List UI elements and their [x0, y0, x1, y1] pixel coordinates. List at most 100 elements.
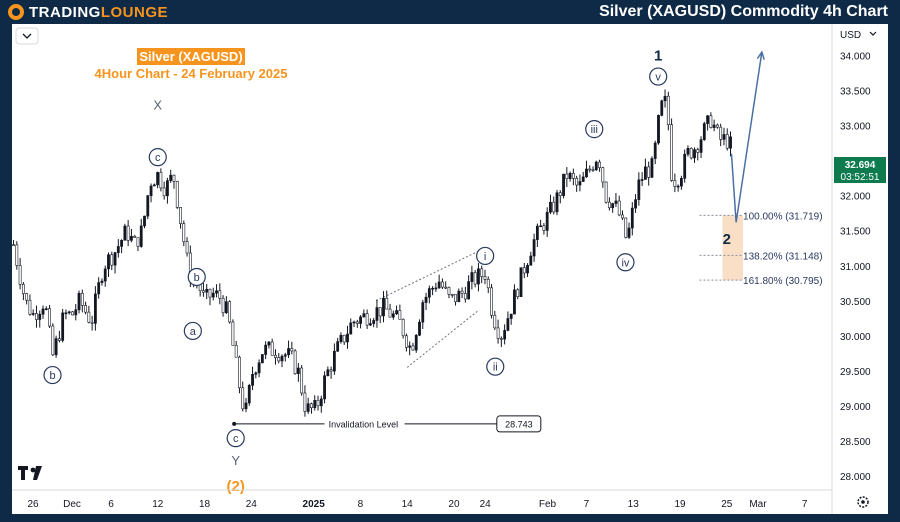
candle-body [257, 362, 261, 374]
projection-arrowhead [756, 50, 765, 60]
candle-body [342, 334, 346, 343]
candle-body [666, 95, 670, 125]
candle-body [15, 244, 19, 266]
candle-body [110, 254, 114, 266]
candle [25, 292, 29, 305]
candle-body [493, 314, 497, 329]
candle [41, 305, 45, 319]
settings-gear-icon[interactable] [857, 496, 869, 508]
candle [264, 341, 268, 360]
candle-body [234, 345, 238, 358]
candle-body [450, 294, 454, 296]
candle-body [503, 330, 507, 340]
x-tick-label: 14 [402, 499, 414, 510]
candle-body [598, 161, 601, 169]
candle [709, 112, 713, 129]
candle-body [152, 184, 156, 187]
candle [169, 169, 173, 183]
candle [539, 219, 543, 228]
candle-body [441, 281, 444, 288]
candle [342, 334, 346, 345]
candle-body [313, 400, 317, 409]
candle [614, 192, 618, 207]
candle-body [607, 201, 611, 209]
price-axis-panel[interactable] [832, 24, 888, 514]
candle [90, 315, 94, 331]
candle-body [18, 265, 22, 285]
candle [470, 265, 474, 290]
candle [460, 287, 464, 299]
candle-body [48, 308, 51, 327]
candle-body [614, 200, 618, 204]
candle [208, 288, 212, 306]
x-tick-label: 19 [674, 499, 686, 510]
candle-body [706, 115, 709, 124]
candle-body [228, 301, 232, 323]
candle-body [657, 115, 660, 144]
candle [260, 354, 264, 364]
candle [38, 310, 42, 328]
candle-body [611, 203, 615, 209]
candle-body [80, 292, 84, 306]
candle-body [637, 179, 641, 200]
candle [12, 240, 15, 247]
candle [716, 123, 719, 129]
candle-body [74, 309, 78, 316]
current-price-value: 32.694 [845, 160, 876, 171]
candle-body [185, 241, 189, 254]
candle [581, 171, 585, 182]
candle [621, 210, 624, 221]
candle-body [143, 215, 146, 227]
candle-body [411, 345, 415, 351]
candle [673, 173, 677, 193]
candle-body [136, 237, 140, 247]
candle [722, 127, 726, 146]
collapse-button[interactable] [15, 27, 39, 45]
candle [67, 310, 71, 315]
candle [418, 319, 421, 337]
candle [159, 168, 163, 192]
candle [441, 278, 444, 290]
candle [257, 359, 261, 378]
wave-label: iv [621, 257, 629, 269]
candle [627, 222, 631, 239]
candle [77, 290, 81, 314]
candle-body [283, 354, 287, 357]
candle-body [558, 192, 562, 196]
candle-body [725, 134, 729, 149]
candle-body [421, 302, 425, 323]
candle-body [218, 290, 222, 299]
chart-svg[interactable]: 100.00% (31.719) 138.20% (31.148) 161.80% … [12, 24, 888, 514]
candle-body [116, 246, 120, 253]
candle [44, 306, 48, 311]
fib-target-zone [722, 215, 744, 281]
wave-label: c [233, 433, 239, 445]
currency-chevron-icon[interactable] [869, 31, 877, 36]
candle [434, 282, 438, 292]
candle [568, 171, 572, 182]
candle-body [683, 153, 687, 179]
candle-body [463, 293, 467, 300]
y-tick-label: 32.000 [840, 192, 871, 203]
candle [676, 184, 680, 192]
y-tick-label: 28.000 [840, 472, 871, 483]
candle [598, 159, 601, 172]
candle-body [287, 348, 290, 356]
candle-body [437, 281, 441, 289]
candle-body [555, 192, 559, 213]
candle-body [274, 354, 277, 358]
candle-body [418, 321, 421, 336]
candle [202, 282, 205, 297]
candle [585, 160, 588, 178]
candle-body [385, 297, 389, 310]
candle [398, 304, 402, 320]
candle-body [31, 313, 35, 315]
candle-body [211, 292, 215, 298]
candle [405, 333, 408, 352]
candle [408, 341, 412, 356]
candle [319, 395, 323, 413]
chart-area[interactable]: 100.00% (31.719) 138.20% (31.148) 161.80% … [12, 24, 888, 514]
candle-body [571, 172, 575, 179]
candle-body [578, 181, 582, 186]
candle-body [336, 341, 340, 352]
